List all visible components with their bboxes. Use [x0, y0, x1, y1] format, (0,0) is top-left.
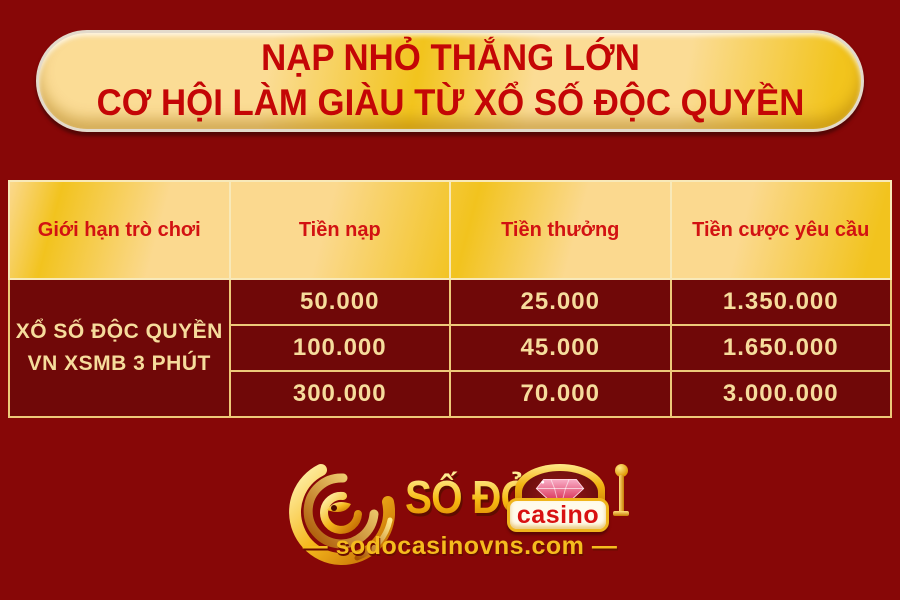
bonus-table-header: Giới hạn trò chơi Tiền nạp Tiền thưởng T…: [8, 180, 892, 280]
slot-lever-foot: [613, 511, 629, 516]
game-label-line2: VN XSMB 3 PHÚT: [27, 352, 211, 375]
table-row: 300.000 70.000 3.000.000: [9, 370, 892, 418]
table-row: XỔ SỐ ĐỘC QUYỀN VN XSMB 3 PHÚT 50.000 25…: [8, 278, 892, 418]
bonus-value: 45.000: [449, 324, 672, 372]
slot-lever-icon: [615, 464, 628, 477]
phoenix-swirl-icon: [289, 464, 395, 565]
game-label-line1: XỔ SỐ ĐỘC QUYỀN: [15, 320, 223, 343]
bonus-table: Giới hạn trò chơi Tiền nạp Tiền thưởng T…: [8, 180, 892, 418]
casino-badge-label: casino: [516, 500, 600, 529]
banner-title-line2: CƠ HỘI LÀM GIÀU TỪ XỔ SỐ ĐỘC QUYỀN: [96, 82, 804, 123]
deposit-value: 300.000: [228, 370, 451, 418]
banner-title-line1: NẠP NHỎ THẮNG LỚN: [260, 37, 640, 78]
required-bet-value: 1.650.000: [669, 324, 892, 372]
header-game-limit: Giới hạn trò chơi: [8, 180, 231, 280]
header-row: Giới hạn trò chơi Tiền nạp Tiền thưởng T…: [8, 180, 892, 280]
table-row: 100.000 45.000 1.650.000: [9, 324, 892, 372]
promo-banner: NẠP NHỎ THẮNG LỚN CƠ HỘI LÀM GIÀU TỪ XỔ …: [36, 30, 864, 132]
website-domain: — sodocasinovns.com —: [302, 532, 618, 560]
game-label-cell: XỔ SỐ ĐỘC QUYỀN VN XSMB 3 PHÚT: [8, 278, 231, 418]
slot-lever-stem: [619, 475, 624, 513]
sodo-casino-logo: SỐ ĐỎ: [285, 456, 635, 574]
deposit-value: 50.000: [228, 278, 451, 326]
required-bet-value: 1.350.000: [669, 278, 892, 326]
required-bet-value: 3.000.000: [669, 370, 892, 418]
bonus-value: 70.000: [449, 370, 672, 418]
header-bonus: Tiền thưởng: [449, 180, 672, 280]
casino-badge: casino: [507, 498, 609, 532]
header-required-bet: Tiền cược yêu cầu: [669, 180, 892, 280]
header-deposit: Tiền nạp: [228, 180, 451, 280]
bonus-table-body: XỔ SỐ ĐỘC QUYỀN VN XSMB 3 PHÚT 50.000 25…: [8, 278, 892, 418]
deposit-value: 100.000: [228, 324, 451, 372]
bonus-value: 25.000: [449, 278, 672, 326]
